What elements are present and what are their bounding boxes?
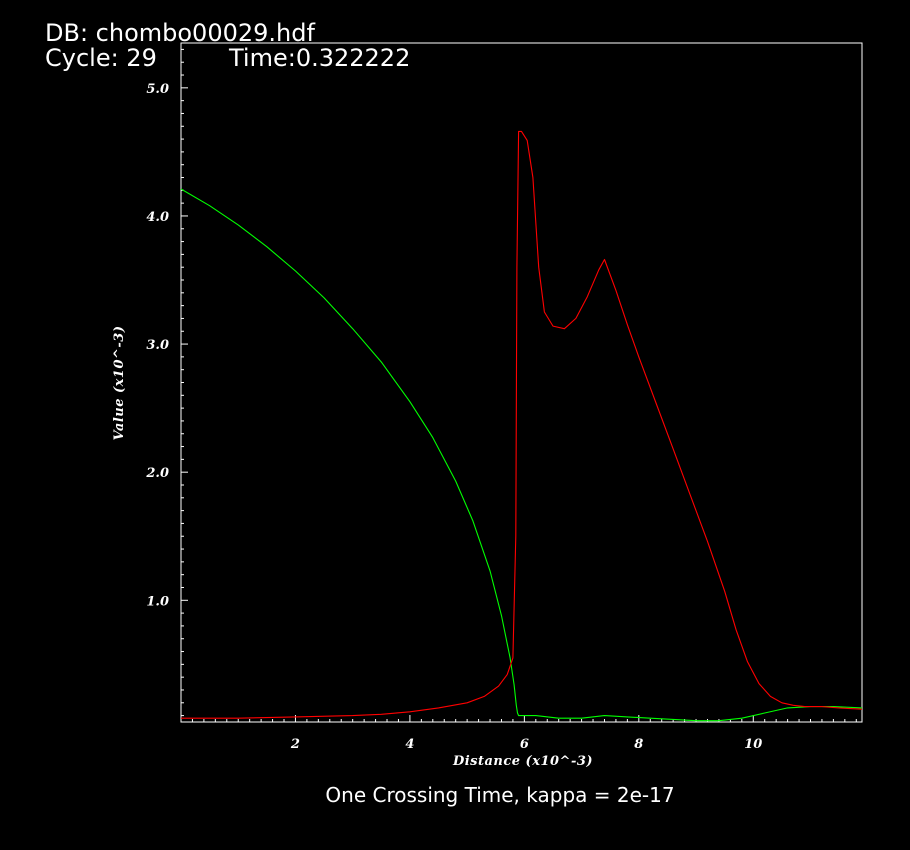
chart-axes: 2 4 6 8 10 1.0 2.0 3.0 4.0 5.0 <box>145 42 863 752</box>
chart-series-layer <box>180 130 863 722</box>
x-axis-title: Distance (x10^-3) <box>452 754 593 769</box>
x-tick-label: 6 <box>520 737 529 752</box>
x-tick-label: 8 <box>634 737 643 752</box>
y-tick-label: 4.0 <box>146 210 169 225</box>
time-label: Time:0.322222 <box>228 44 410 72</box>
x-tick-label: 4 <box>405 737 414 752</box>
y-axis-title: Value (x10^-3) <box>112 326 127 441</box>
db-label: DB: chombo00029.hdf <box>45 19 315 47</box>
y-tick-label: 2.0 <box>145 466 169 481</box>
series-line-2 <box>181 130 863 719</box>
x-tick-label: 2 <box>290 737 300 752</box>
series-line-1 <box>180 188 863 722</box>
x-tick-label: 10 <box>744 737 762 752</box>
y-tick-label: 3.0 <box>146 338 169 353</box>
chart-caption: One Crossing Time, kappa = 2e-17 <box>325 783 674 807</box>
y-tick-label: 5.0 <box>146 82 169 97</box>
cycle-label: Cycle: 29 <box>45 44 157 72</box>
y-tick-label: 1.0 <box>146 594 169 609</box>
